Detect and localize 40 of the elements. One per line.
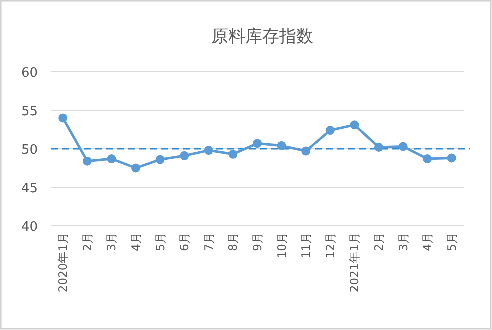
point [277, 141, 286, 150]
point [180, 151, 190, 160]
y-tick-label: 55 [21, 104, 38, 120]
point [398, 142, 408, 152]
x-tick-label: 10月 [274, 232, 289, 259]
point [374, 142, 384, 152]
chart-title: 原料库存指数 [212, 27, 314, 47]
point [447, 154, 456, 163]
point [253, 139, 262, 148]
point [326, 126, 335, 136]
x-tick-label: 6月 [178, 232, 192, 252]
x-tick-label: 2020年1月 [56, 232, 70, 293]
y-tick-label: 45 [21, 182, 38, 196]
y-tick-label: 50 [21, 143, 38, 158]
x-tick-label: 4月 [420, 232, 435, 252]
x-tick-label: 3月 [104, 232, 119, 252]
point [204, 146, 214, 156]
x-tick-label: 9月 [250, 232, 264, 252]
point [350, 120, 360, 130]
x-tick-label: 5月 [444, 232, 459, 252]
point [302, 146, 311, 156]
x-tick-label: 5月 [153, 232, 168, 252]
y-tick-label: 60 [21, 66, 38, 81]
x-tick-label: 3月 [396, 232, 410, 252]
x-tick-label: 4月 [129, 232, 144, 252]
x-tick-label: 8月 [226, 232, 240, 252]
point [132, 164, 141, 173]
x-tick-label: 12月 [323, 232, 338, 259]
point [423, 154, 432, 164]
x-tick-label: 2月 [372, 232, 386, 252]
x-tick-label: 2月 [80, 232, 94, 252]
point [82, 156, 92, 166]
x-tick-label: 2021年1月 [348, 232, 362, 293]
y-tick-label: 40 [21, 220, 38, 235]
x-tick-label: 7月 [202, 232, 216, 252]
point [58, 114, 68, 123]
point [107, 154, 116, 164]
point [228, 150, 238, 159]
x-tick-label: 11月 [299, 232, 314, 259]
point [156, 155, 165, 164]
